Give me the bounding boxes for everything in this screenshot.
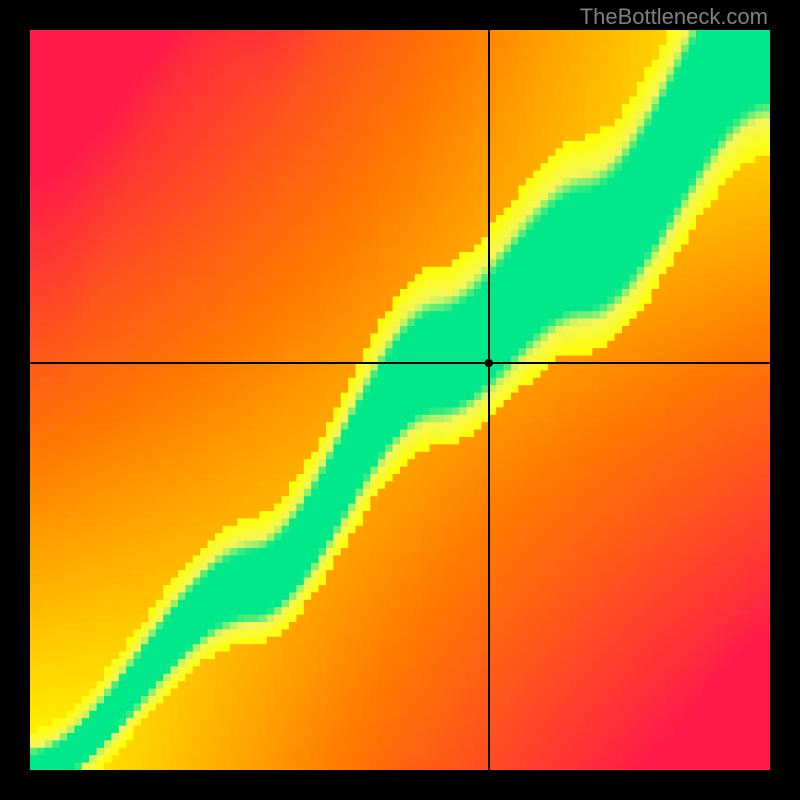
heatmap-chart <box>30 30 770 770</box>
attribution-text: TheBottleneck.com <box>580 4 768 30</box>
crosshair-dot <box>30 30 770 770</box>
chart-container: TheBottleneck.com <box>0 0 800 800</box>
